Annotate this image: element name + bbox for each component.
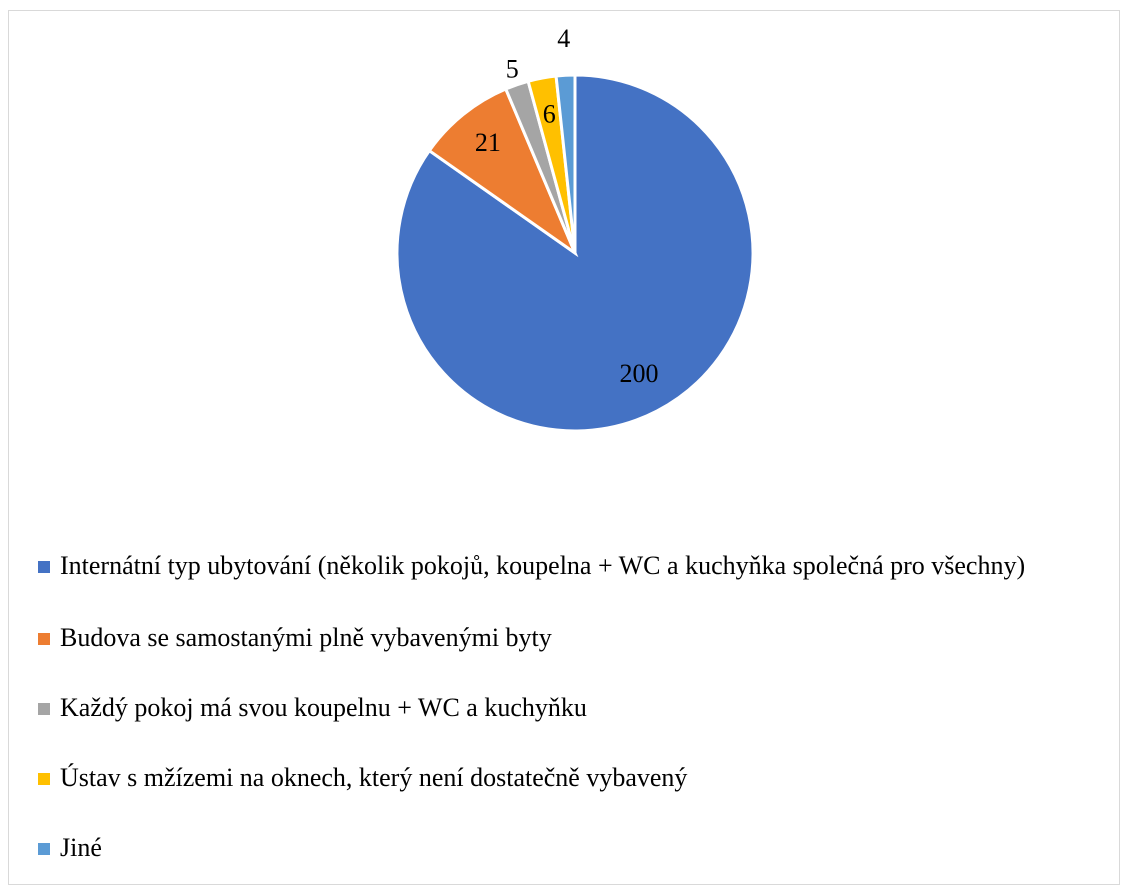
data-label: 4 [557,24,570,53]
legend-item: Internátní typ ubytování (několik pokojů… [38,550,1128,622]
pie-slice [427,87,579,258]
data-label: 200 [620,359,659,388]
legend-label: Každý pokoj má svou koupelnu + WC a kuch… [60,693,587,722]
legend-swatch [38,633,50,645]
data-label: 21 [475,128,501,157]
chart-frame [8,10,1120,885]
data-label: 5 [506,54,519,83]
legend-item: Ústav s mžízemi na oknech, který není do… [38,762,1128,832]
legend-swatch [38,773,50,785]
legend: Internátní typ ubytování (několik pokojů… [38,550,1128,893]
legend-item: Jiné [38,832,1128,893]
legend-label: Jiné [60,833,102,862]
legend-label: Internátní typ ubytování (několik pokojů… [60,551,1026,580]
legend-label: Ústav s mžízemi na oknech, který není do… [60,763,688,792]
legend-swatch [38,561,50,573]
legend-label: Budova se samostanými plně vybavenými by… [60,623,552,652]
data-label: 6 [543,100,556,129]
pie-slice [554,73,577,254]
legend-swatch [38,843,50,855]
pie-area: 200 21 56 4 [395,24,755,433]
legend-swatch [38,703,50,715]
legend-item: Budova se samostanými plně vybavenými by… [38,622,1128,692]
legend-item: Každý pokoj má svou koupelnu + WC a kuch… [38,692,1128,762]
